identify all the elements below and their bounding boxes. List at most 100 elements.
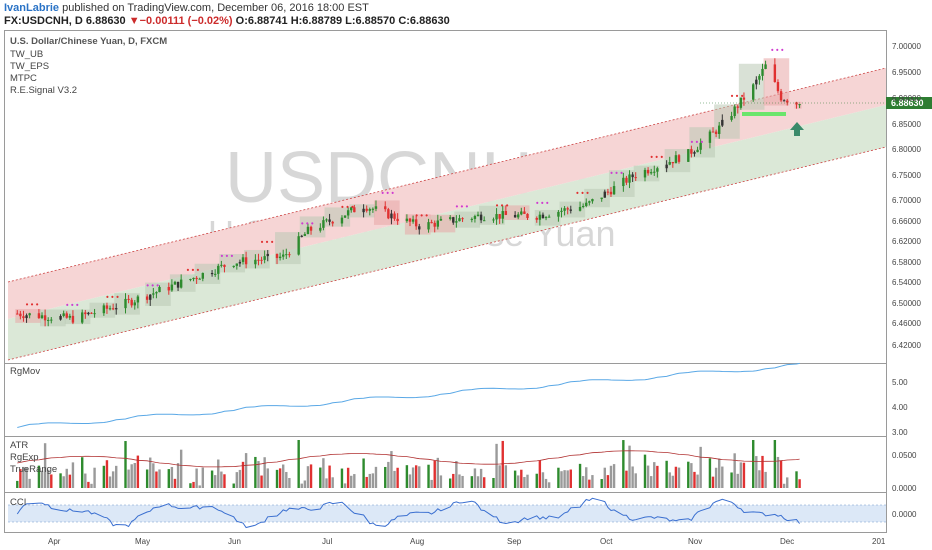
candle: [495, 208, 498, 225]
candle: [418, 223, 421, 235]
true-range-bar: [588, 479, 591, 488]
true-range-bar: [25, 467, 28, 488]
candle: [470, 217, 474, 223]
true-range-bar: [473, 468, 477, 488]
true-range-bar: [482, 477, 486, 488]
true-range-bar: [220, 471, 223, 488]
time-axis[interactable]: Apr May Jun Jul Aug Sep Oct Nov Dec 201: [48, 537, 886, 546]
true-range-bar: [476, 476, 480, 488]
signal-box: [404, 214, 431, 235]
true-range-bar: [448, 478, 452, 488]
signal-box: [89, 302, 116, 318]
signal-dot-icon: • • •: [66, 301, 79, 310]
candle: [733, 104, 736, 119]
y-tick: 6.70000: [892, 196, 921, 205]
candle: [210, 270, 214, 277]
signal-dot-icon: • • •: [146, 281, 159, 290]
candle: [173, 280, 177, 285]
true-range-bar: [461, 475, 464, 488]
true-range-bar: [105, 460, 109, 488]
cci-line: [16, 497, 800, 529]
candle: [622, 172, 625, 192]
candle: [396, 213, 399, 225]
signal-box: [534, 209, 561, 226]
candle: [711, 127, 715, 133]
price-change: −0.00111 (−0.02%): [139, 15, 233, 27]
author-link[interactable]: IvanLabrie: [4, 2, 60, 14]
true-range-bar: [43, 443, 47, 488]
candle: [476, 211, 480, 217]
candle: [656, 166, 659, 178]
y-tick: 7.00000: [892, 42, 921, 51]
true-range-bar: [257, 461, 260, 488]
candle: [742, 92, 746, 106]
candle: [634, 172, 637, 181]
true-range-bar: [603, 467, 606, 488]
x-tick: May: [135, 537, 150, 546]
true-range-bar: [430, 479, 433, 488]
true-range-bar: [479, 468, 483, 488]
true-range-bar: [418, 466, 421, 488]
true-range-bar: [566, 470, 569, 488]
indicator-label-4: R.E.Signal V3.2: [10, 85, 77, 96]
true-range-bar: [690, 463, 693, 488]
true-range-bar: [563, 470, 566, 488]
candle: [309, 225, 313, 235]
candle: [254, 254, 257, 269]
true-range-bar: [523, 477, 526, 488]
true-range-bar: [764, 471, 767, 488]
true-range-bar: [300, 483, 303, 488]
signal-box: [559, 201, 586, 218]
true-range-bar: [504, 465, 508, 488]
candle: [557, 209, 560, 222]
candle: [736, 104, 739, 114]
true-range-bar: [93, 467, 96, 488]
candle: [87, 311, 90, 316]
candle: [50, 317, 53, 324]
true-range-bar: [350, 475, 353, 488]
candle: [102, 303, 106, 316]
signal-box: [275, 232, 301, 265]
candle: [492, 217, 495, 223]
true-range-bar: [133, 462, 136, 488]
true-range-bar: [108, 476, 112, 488]
true-range-bar: [782, 483, 786, 488]
chart-canvas[interactable]: USDCNH, D U.S. Dollar/Chinese Yuan • • •…: [0, 30, 932, 550]
candle: [282, 249, 285, 260]
true-range-bar: [687, 461, 690, 488]
true-range-bar: [730, 472, 733, 488]
true-range-bar: [331, 477, 334, 488]
true-range-bar: [288, 478, 291, 488]
candle: [303, 232, 307, 237]
price-axis[interactable]: 7.00000 6.95000 6.90000 6.85000 6.80000 …: [892, 42, 921, 350]
signal-box: [479, 205, 505, 225]
rgmov-tick: 4.00: [892, 403, 908, 412]
candle: [538, 211, 542, 226]
signal-box: [299, 216, 326, 238]
candle: [560, 207, 563, 218]
true-range-bar: [517, 475, 520, 488]
candle: [65, 311, 68, 319]
candle: [40, 312, 44, 320]
true-range-bar: [309, 464, 313, 488]
last-price: 6.88630: [85, 15, 126, 27]
candle: [501, 205, 504, 224]
candle: [776, 79, 780, 94]
candle: [649, 168, 653, 175]
candle: [436, 214, 440, 230]
candle: [81, 309, 84, 325]
candlestick-series: [16, 58, 801, 327]
candle: [631, 172, 634, 183]
candle: [585, 198, 588, 208]
y-tick: 6.50000: [892, 299, 921, 308]
candle: [319, 223, 322, 233]
true-range-bar: [158, 469, 161, 488]
true-range-bar: [656, 465, 659, 488]
x-tick: Nov: [688, 537, 702, 546]
candle: [448, 215, 452, 221]
true-range-bar: [634, 473, 637, 488]
true-range-bar: [390, 451, 393, 488]
candle: [643, 167, 647, 182]
true-range-bar: [176, 463, 180, 488]
published-text: published on TradingView.com, December 0…: [59, 2, 369, 14]
